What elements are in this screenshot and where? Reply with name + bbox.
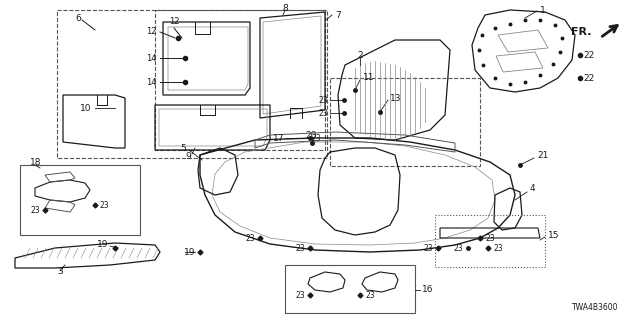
Text: 23: 23 — [365, 291, 374, 300]
Bar — [20, 165, 140, 235]
Text: 3: 3 — [57, 268, 63, 276]
Text: 22: 22 — [583, 51, 595, 60]
Text: 19: 19 — [184, 247, 195, 257]
Text: TWA4B3600: TWA4B3600 — [572, 303, 618, 312]
Bar — [330, 78, 480, 166]
Text: 17: 17 — [273, 133, 284, 142]
Text: 15: 15 — [548, 230, 559, 239]
Bar — [155, 10, 325, 150]
Text: 8: 8 — [282, 4, 288, 12]
Text: 23: 23 — [424, 244, 433, 252]
Text: 23: 23 — [453, 244, 463, 252]
Text: 19: 19 — [97, 239, 108, 249]
Text: 14: 14 — [147, 53, 157, 62]
Text: 12: 12 — [169, 17, 179, 26]
Text: 23: 23 — [318, 108, 328, 117]
Bar — [435, 215, 545, 267]
Text: 23: 23 — [245, 234, 255, 243]
Text: 12: 12 — [147, 27, 157, 36]
Text: 16: 16 — [422, 285, 433, 294]
Text: 7: 7 — [335, 11, 340, 20]
Text: 23: 23 — [318, 95, 328, 105]
Text: 4: 4 — [530, 183, 536, 193]
Text: 2: 2 — [357, 51, 363, 60]
Text: FR.: FR. — [572, 27, 592, 37]
Text: 9: 9 — [185, 151, 191, 161]
Text: 21: 21 — [537, 150, 548, 159]
Text: 18: 18 — [30, 157, 42, 166]
Text: 14: 14 — [147, 77, 157, 86]
Text: 23: 23 — [30, 205, 40, 214]
Text: 23: 23 — [493, 244, 502, 252]
Text: 23: 23 — [312, 133, 322, 142]
Text: 23: 23 — [296, 244, 305, 252]
Text: 22: 22 — [583, 74, 595, 83]
Text: 10: 10 — [80, 103, 92, 113]
Bar — [285, 265, 415, 313]
Text: 6: 6 — [75, 13, 81, 22]
Text: 23: 23 — [100, 201, 109, 210]
Text: 23: 23 — [485, 234, 495, 243]
Text: 5: 5 — [180, 143, 186, 153]
Text: 23: 23 — [296, 291, 305, 300]
Text: 11: 11 — [363, 73, 374, 82]
Text: 1: 1 — [540, 5, 546, 14]
Text: 20: 20 — [305, 131, 316, 140]
Bar — [57, 10, 327, 158]
Text: 13: 13 — [390, 93, 401, 102]
